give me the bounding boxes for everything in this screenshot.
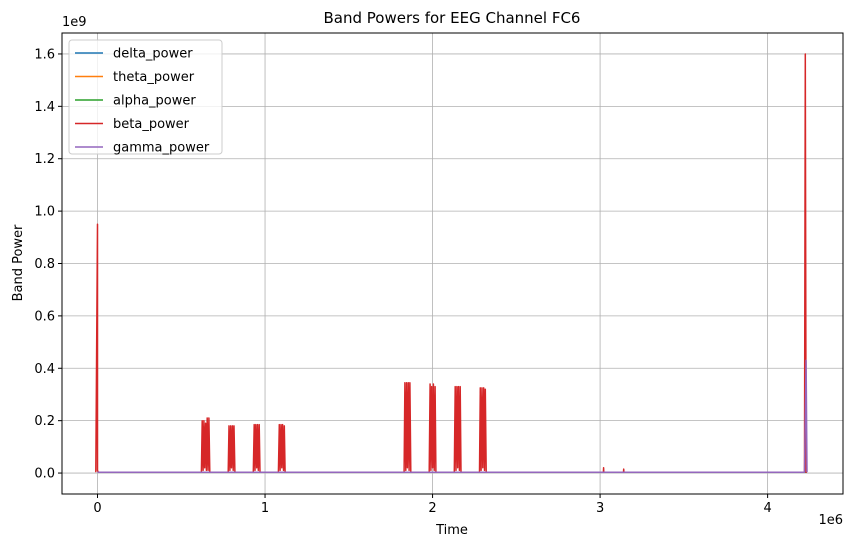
y-axis-title: Band Power: [11, 224, 26, 301]
legend-label-beta_power: beta_power: [113, 117, 190, 132]
y-offset-label: 1e9: [62, 15, 87, 30]
legend-label-alpha_power: alpha_power: [113, 94, 196, 109]
y-tick-label: 0.2: [34, 414, 55, 429]
legend: delta_power theta_power alpha_power beta_po…: [68, 39, 223, 156]
x-offset-label: 1e6: [818, 513, 843, 528]
grid: [62, 33, 843, 494]
y-tick-label: 1.6: [34, 47, 55, 62]
x-axis-title: Time: [435, 523, 468, 538]
series-line-gamma_power: [97, 359, 808, 474]
x-tick-label: 4: [763, 501, 771, 516]
y-tick-label: 1.2: [34, 152, 55, 167]
y-tick-label: 0.0: [34, 467, 55, 482]
chart-title: Band Powers for EEG Channel FC6: [324, 9, 581, 27]
legend-label-theta_power: theta_power: [113, 70, 195, 85]
series-layer: [95, 53, 808, 474]
x-axis: 0 1 2 3 4: [93, 494, 772, 516]
legend-label-delta_power: delta_power: [113, 47, 193, 62]
y-tick-label: 1.4: [34, 100, 55, 115]
legend-label-gamma_power: gamma_power: [113, 141, 210, 156]
series-line-beta_power: [95, 53, 807, 474]
x-tick-label: 0: [93, 501, 101, 516]
legend-box: [68, 39, 223, 155]
y-tick-label: 0.8: [34, 257, 55, 272]
y-tick-label: 0.6: [34, 309, 55, 324]
x-tick-label: 1: [261, 501, 269, 516]
y-axis: 0.0 0.2 0.4 0.6 0.8 1.0 1.2 1.4 1.6: [34, 47, 62, 482]
y-tick-label: 1.0: [34, 205, 55, 220]
x-tick-label: 3: [596, 501, 604, 516]
y-tick-label: 0.4: [34, 362, 55, 377]
x-tick-label: 2: [428, 501, 436, 516]
